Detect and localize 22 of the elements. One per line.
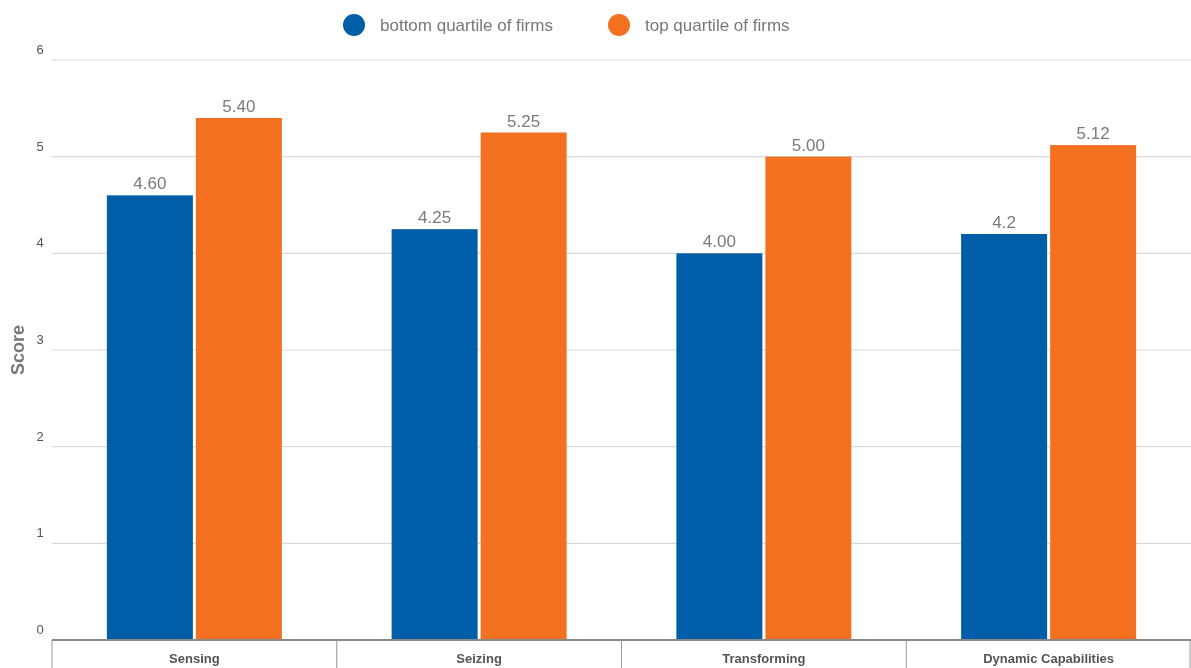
data-label: 5.00 — [791, 135, 825, 155]
x-tick-label: Transforming — [722, 651, 806, 666]
legend-label: bottom quartile of firms — [380, 16, 553, 35]
data-label: 4.25 — [418, 208, 452, 228]
y-tick-label: 3 — [36, 332, 44, 347]
x-tick-label: Sensing — [169, 651, 220, 666]
y-tick-label: 5 — [36, 138, 44, 154]
y-tick-label: 6 — [36, 42, 44, 57]
y-tick-label: 1 — [36, 525, 44, 541]
y-tick-label: 0 — [36, 622, 44, 637]
y-tick-label: 2 — [36, 428, 44, 444]
legend-label: top quartile of firms — [645, 16, 790, 35]
y-tick-label: 4 — [36, 235, 44, 251]
data-label: 5.25 — [507, 111, 541, 131]
data-label: 5.40 — [222, 97, 256, 116]
data-label: 4.60 — [133, 174, 167, 194]
data-label: 5.12 — [1076, 124, 1110, 144]
data-label: 4.00 — [702, 232, 736, 252]
x-tick-label: Seizing — [456, 651, 502, 666]
x-tick-label: Dynamic Capabilities — [983, 651, 1115, 666]
data-label: 4.2 — [992, 213, 1016, 232]
y-axis-title: Score — [8, 324, 28, 376]
